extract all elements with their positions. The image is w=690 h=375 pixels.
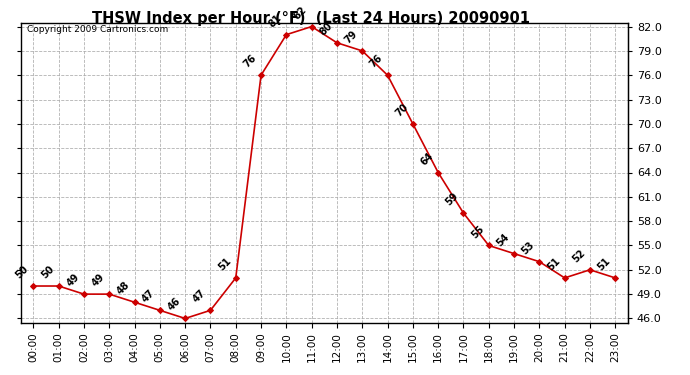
Text: 79: 79	[343, 29, 359, 45]
Text: 49: 49	[90, 272, 106, 289]
Text: 80: 80	[317, 21, 334, 37]
Text: 81: 81	[267, 12, 284, 29]
Text: 76: 76	[368, 53, 385, 70]
Text: 51: 51	[545, 256, 562, 272]
Text: 70: 70	[393, 102, 410, 118]
Text: 46: 46	[166, 296, 182, 313]
Text: 48: 48	[115, 280, 132, 297]
Text: Copyright 2009 Cartronics.com: Copyright 2009 Cartronics.com	[27, 26, 168, 34]
Text: 54: 54	[495, 231, 511, 248]
Text: 59: 59	[444, 191, 461, 207]
Text: 53: 53	[520, 240, 537, 256]
Text: 47: 47	[141, 288, 157, 305]
Text: THSW Index per Hour (°F)  (Last 24 Hours) 20090901: THSW Index per Hour (°F) (Last 24 Hours)…	[92, 11, 529, 26]
Text: 49: 49	[65, 272, 81, 289]
Text: 50: 50	[14, 264, 30, 280]
Text: 52: 52	[571, 248, 587, 264]
Text: 55: 55	[469, 223, 486, 240]
Text: 82: 82	[292, 4, 309, 21]
Text: 51: 51	[596, 256, 613, 272]
Text: 76: 76	[241, 53, 258, 70]
Text: 50: 50	[39, 264, 56, 280]
Text: 64: 64	[419, 150, 435, 167]
Text: 47: 47	[191, 288, 208, 305]
Text: 51: 51	[217, 256, 233, 272]
